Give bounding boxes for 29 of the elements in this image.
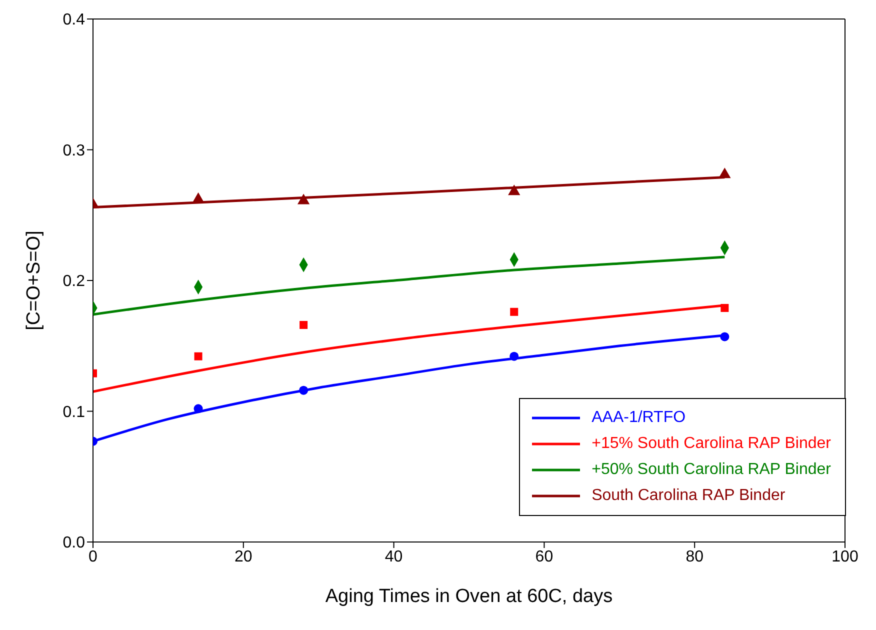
y-tick-label: 0.3 (62, 142, 86, 160)
point (718, 168, 731, 178)
point (297, 194, 310, 204)
x-tick-label: 60 (535, 548, 554, 566)
x-tick-label: 20 (234, 548, 252, 566)
legend-label: South Carolina RAP Binder (592, 487, 786, 505)
x-tick-label: 40 (384, 548, 403, 566)
point (720, 304, 729, 312)
y-tick-label: 0.2 (62, 273, 86, 290)
x-tick-label: 0 (88, 548, 98, 566)
point (299, 386, 308, 395)
y-tick-label: 0.1 (62, 404, 86, 421)
point (508, 184, 520, 196)
point (510, 352, 519, 361)
x-axis-title: Aging Times in Oven at 60C, days (325, 586, 613, 607)
y-axis-title: [C=O+S=O] (24, 230, 45, 330)
point (194, 404, 203, 414)
x-tick-label: 80 (686, 548, 704, 566)
y-tick-label: 0.4 (62, 12, 86, 29)
legend-label: AAA-1/RTFO (592, 409, 686, 427)
point (510, 308, 518, 316)
point (192, 192, 204, 203)
x-tick-label: 100 (832, 548, 858, 566)
point (720, 332, 730, 342)
legend-label: +15% South Carolina RAP Binder (592, 435, 831, 453)
y-tick-label: 0.0 (62, 534, 86, 552)
legend-label: +50% South Carolina RAP Binder (592, 461, 831, 479)
point (194, 352, 202, 360)
point (300, 320, 308, 329)
